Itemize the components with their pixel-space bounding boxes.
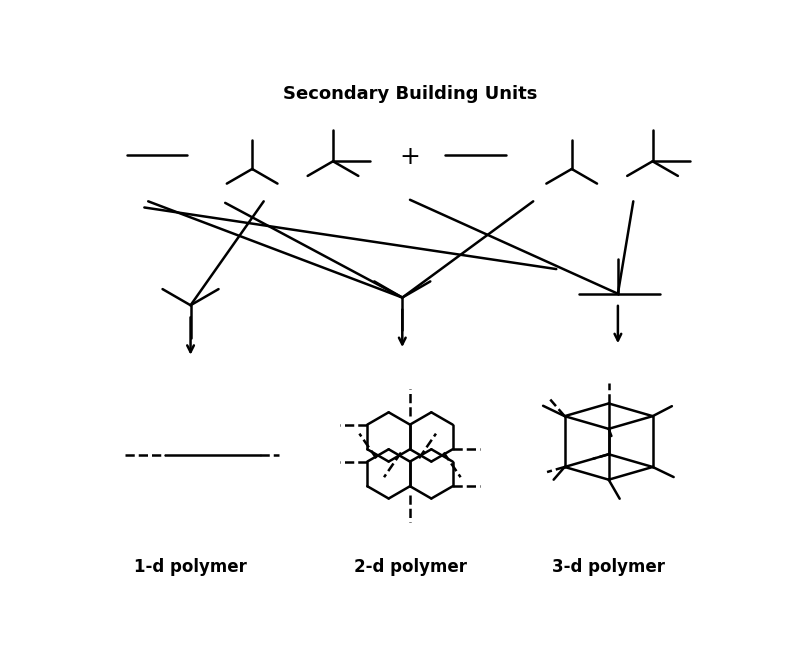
Text: 3-d polymer: 3-d polymer <box>552 558 665 576</box>
Text: 1-d polymer: 1-d polymer <box>134 558 247 576</box>
Text: 2-d polymer: 2-d polymer <box>354 558 466 576</box>
Text: Secondary Building Units: Secondary Building Units <box>283 85 537 102</box>
Text: +: + <box>399 145 421 169</box>
